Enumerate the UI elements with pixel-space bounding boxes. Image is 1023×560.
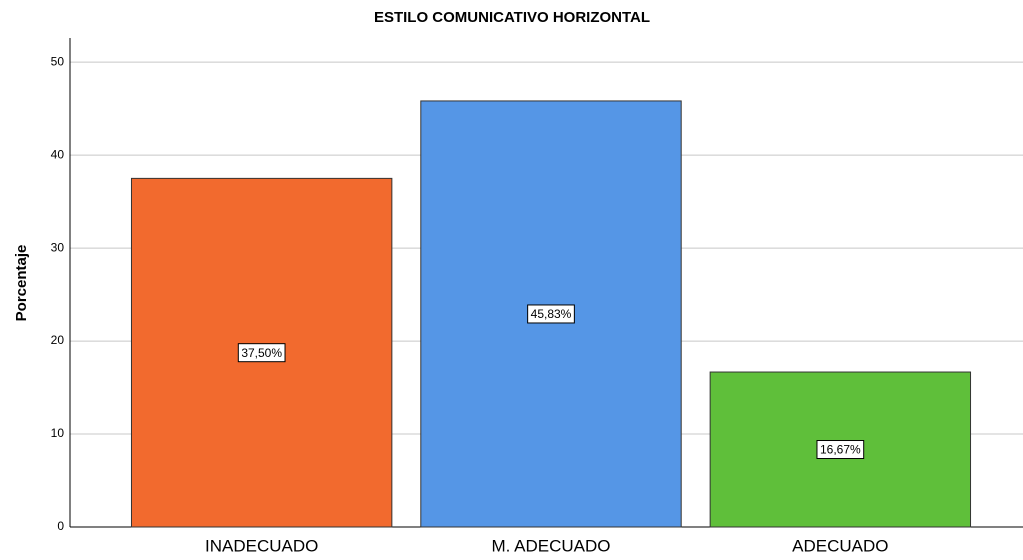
y-tick-label: 0	[57, 519, 64, 533]
x-tick-label: INADECUADO	[205, 536, 318, 555]
chart-title: ESTILO COMUNICATIVO HORIZONTAL	[374, 9, 650, 26]
value-label: 45,83%	[531, 307, 572, 321]
y-tick-label: 20	[51, 333, 65, 347]
value-label: 37,50%	[241, 346, 282, 360]
y-tick-label: 10	[51, 426, 65, 440]
y-tick-label: 30	[51, 240, 65, 254]
y-tick-label: 50	[51, 54, 65, 68]
value-label-box	[816, 440, 865, 460]
x-tick-label: M. ADECUADO	[491, 536, 610, 555]
x-tick-label: ADECUADO	[792, 536, 888, 555]
value-label: 16,67%	[820, 443, 861, 457]
value-label-box	[527, 304, 575, 324]
y-tick-label: 40	[51, 147, 65, 161]
value-label-box	[237, 343, 286, 363]
y-axis-label: Porcentaje	[13, 245, 30, 322]
